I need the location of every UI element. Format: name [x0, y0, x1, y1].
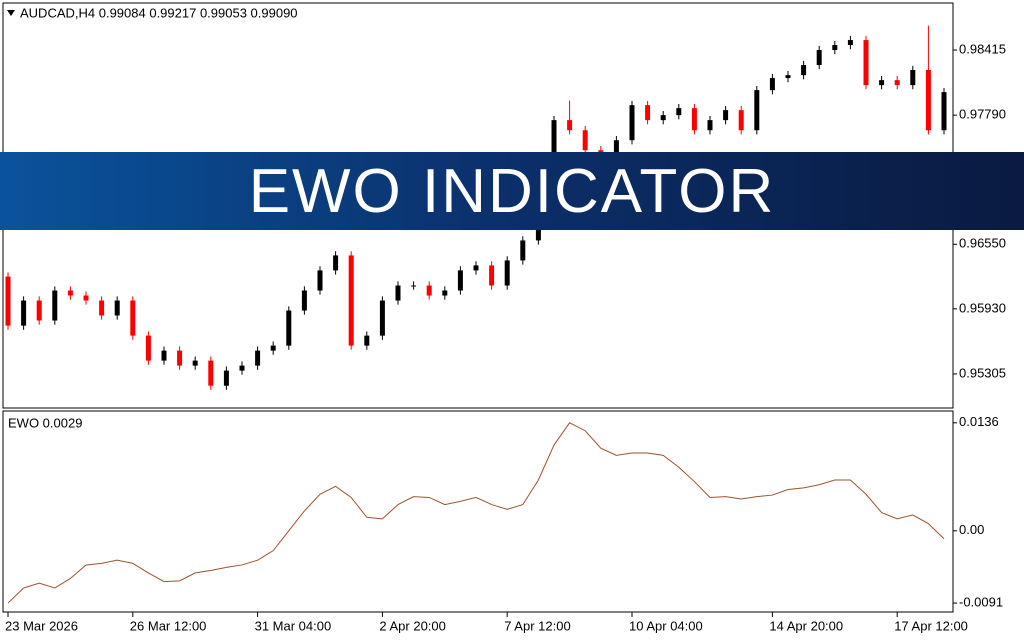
x-tick-label: 14 Apr 20:00 [769, 618, 843, 633]
candle-body [364, 335, 370, 346]
candle-body [629, 105, 635, 141]
candle-body [520, 240, 526, 261]
candle-body [894, 80, 900, 86]
y-tick-label: -0.0091 [959, 594, 1003, 609]
candle-body [473, 265, 479, 271]
symbol-header: AUDCAD,H4 0.99084 0.99217 0.99053 0.9909… [20, 5, 298, 20]
candle-body [114, 300, 120, 316]
x-tick-label: 2 Apr 20:00 [379, 618, 446, 633]
candle-body [192, 360, 198, 366]
candle-body [208, 360, 214, 386]
candle-body [255, 350, 261, 366]
y-tick-label: 0.97790 [959, 107, 1006, 122]
candle-body [925, 70, 931, 131]
candle-body [660, 115, 666, 121]
ewo-line [7, 422, 945, 604]
y-tick-label: 0.95930 [959, 300, 1006, 315]
x-tick-label: 31 Mar 04:00 [255, 618, 332, 633]
candle-body [832, 45, 838, 51]
candle-body [723, 110, 729, 121]
candle-body [67, 290, 73, 296]
y-tick-label: 0.00 [959, 522, 984, 537]
candle-body [691, 108, 697, 131]
candle-body [847, 40, 853, 46]
candle-body [130, 300, 136, 336]
candle-body [457, 270, 463, 291]
candle-body [161, 350, 167, 361]
x-tick-label: 23 Mar 2026 [5, 618, 78, 633]
candle-body [52, 290, 58, 321]
candle-body [769, 78, 775, 91]
candle-body [785, 75, 791, 79]
candle-body [239, 365, 245, 371]
candle-body [5, 276, 11, 326]
candle-body [645, 105, 651, 121]
candle-body [99, 300, 105, 316]
candle-body [863, 40, 869, 86]
candle-body [379, 300, 385, 336]
candle-body [395, 285, 401, 301]
menu-arrow [7, 10, 15, 16]
candle-body [567, 120, 573, 131]
candle-body [83, 295, 89, 301]
candle-body [270, 345, 276, 351]
candle-body [504, 260, 510, 286]
candle-body [613, 140, 619, 161]
candle-body [910, 70, 916, 86]
candle-body [816, 50, 822, 66]
banner: EWO INDICATOR [0, 152, 1024, 230]
candle-body [411, 285, 417, 287]
y-tick-label: 0.96550 [959, 236, 1006, 251]
y-tick-label: 0.98415 [959, 41, 1006, 56]
candle-body [177, 350, 183, 366]
candle-body [801, 65, 807, 76]
candle-body [223, 370, 229, 386]
candle-body [21, 300, 27, 326]
candle-body [145, 335, 151, 361]
x-tick-label: 10 Apr 04:00 [629, 618, 703, 633]
x-tick-label: 17 Apr 12:00 [894, 618, 968, 633]
candle-body [754, 90, 760, 131]
candle-body [676, 108, 682, 116]
y-tick-label: 0.0136 [959, 414, 999, 429]
candle-body [582, 130, 588, 151]
candle-body [707, 120, 713, 131]
candle-body [286, 310, 292, 346]
x-tick-label: 7 Apr 12:00 [504, 618, 571, 633]
ewo-label: EWO 0.0029 [8, 415, 82, 430]
candle-body [36, 300, 42, 321]
candle-body [317, 270, 323, 291]
candle-body [442, 290, 448, 296]
y-tick-label: 0.95305 [959, 365, 1006, 380]
candle-body [738, 110, 744, 131]
candle-body [333, 255, 339, 271]
candle-body [301, 290, 307, 311]
candle-body [348, 255, 354, 346]
candle-body [489, 265, 495, 286]
candle-body [879, 80, 885, 86]
ewo-pane [2, 410, 954, 613]
x-tick-label: 26 Mar 12:00 [130, 618, 207, 633]
candle-body [426, 285, 432, 296]
candle-body [941, 92, 947, 131]
